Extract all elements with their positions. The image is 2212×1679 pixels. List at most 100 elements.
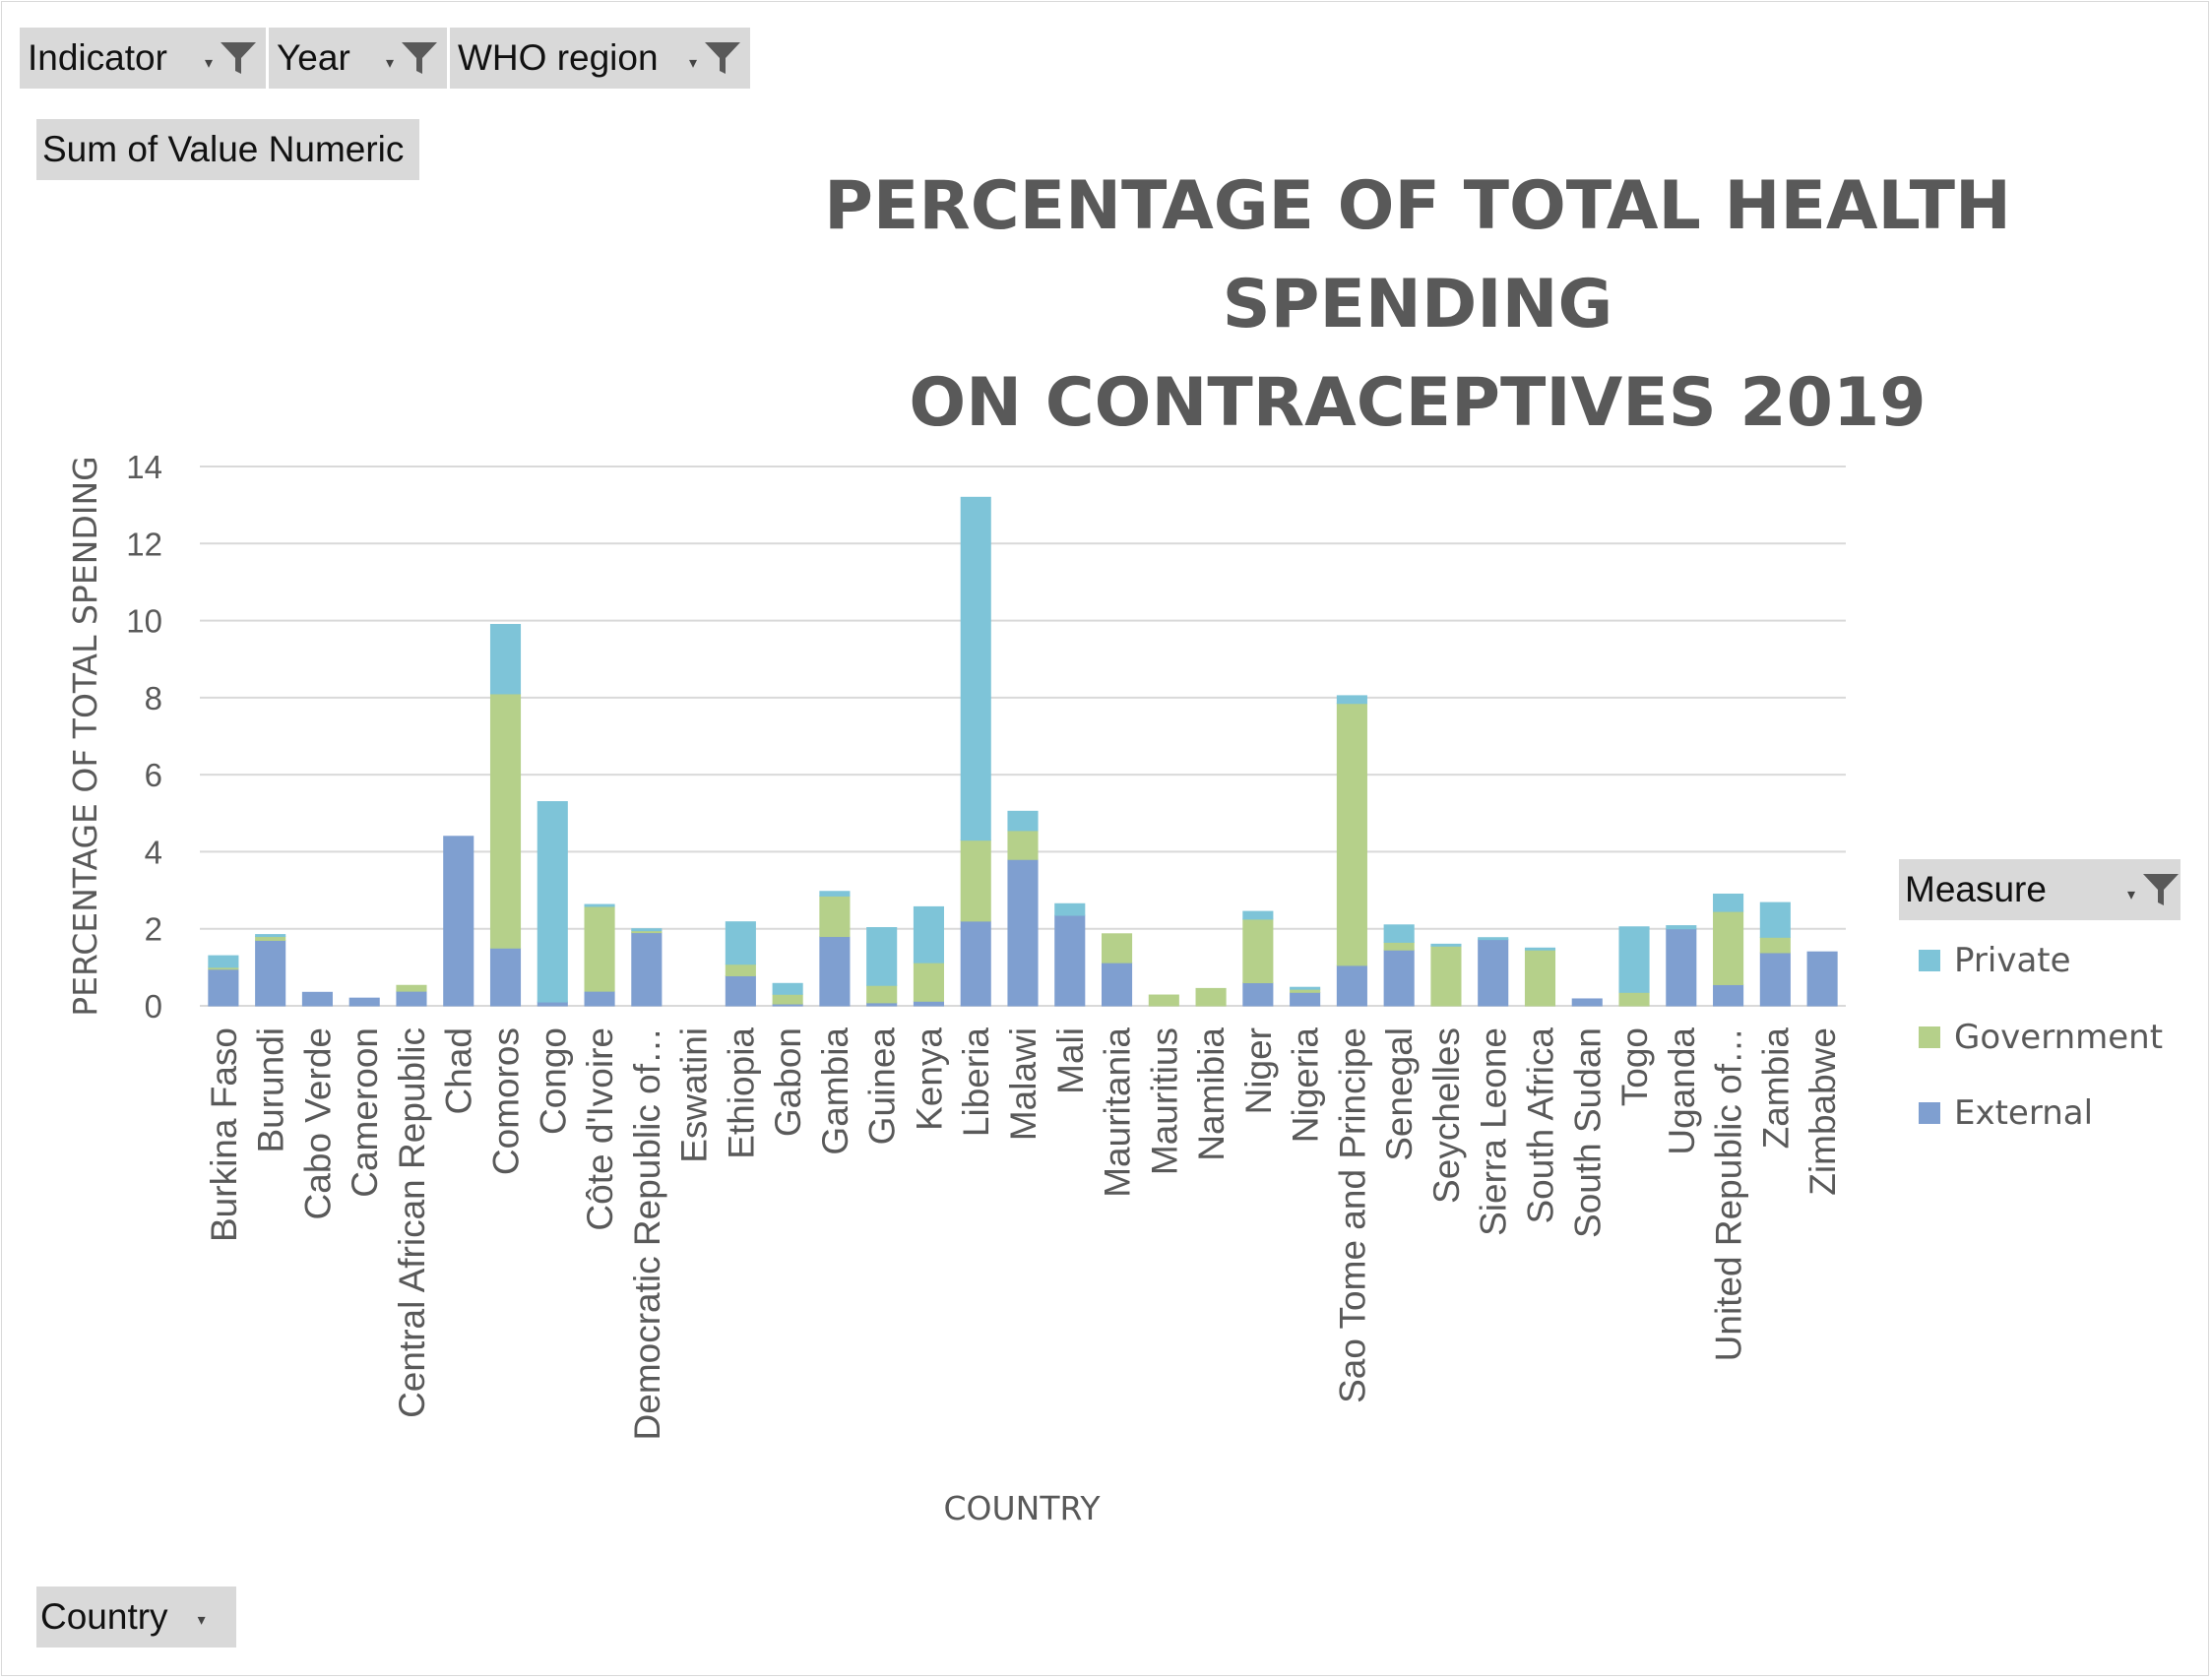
x-tick-label: Ethiopia — [721, 1027, 761, 1159]
legend-label: Government — [1954, 1018, 2164, 1057]
x-tick-label: Nigeria — [1286, 1027, 1326, 1144]
bar-segment — [1713, 893, 1744, 912]
bar-segment — [1759, 936, 1791, 954]
bar-segment — [1759, 952, 1791, 1007]
bar-segment — [1007, 830, 1039, 860]
bar-segment — [631, 928, 663, 932]
bar-segment — [1336, 964, 1367, 1007]
bar-segment — [772, 982, 803, 995]
who-region-filter-button[interactable]: WHO region ▾ — [450, 28, 750, 89]
legend-item-private: Private — [1919, 941, 2071, 980]
bar-segment — [866, 984, 898, 1004]
x-tick-label: Liberia — [956, 1027, 996, 1137]
who-region-filter-label: WHO region — [458, 37, 659, 78]
bar-segment — [1007, 810, 1039, 832]
x-tick-label: Kenya — [909, 1027, 949, 1131]
filter-icon — [402, 42, 437, 74]
bar-segment — [725, 974, 756, 1007]
bar-segment — [1242, 982, 1274, 1007]
legend-item-government: Government — [1919, 1018, 2163, 1057]
bar-segment — [960, 840, 991, 922]
bar-segment — [208, 955, 239, 968]
bar-segment — [913, 905, 945, 964]
legend-swatch — [1919, 950, 1940, 971]
bar-segment — [1290, 986, 1321, 990]
bar-segment — [1383, 949, 1415, 1007]
x-tick-label: Niger — [1238, 1027, 1279, 1114]
chart-title-line: ON CONTRACEPTIVES 2019 — [909, 364, 1927, 442]
x-tick-label: Sierra Leone — [1474, 1027, 1514, 1236]
bar-segment — [1666, 928, 1697, 1007]
bar-segment — [1054, 914, 1086, 1007]
x-tick-label: Chad — [439, 1027, 479, 1114]
bar-segment — [1242, 910, 1274, 920]
bar-segment — [960, 920, 991, 1007]
bar-segment — [1054, 902, 1086, 916]
chart-title: PERCENTAGE OF TOTAL HEALTH SPENDING ON C… — [630, 157, 2205, 453]
x-tick-label: Mauritius — [1144, 1027, 1184, 1175]
x-tick-label: Seychelles — [1426, 1027, 1467, 1204]
bar-segment — [489, 693, 522, 949]
chevron-down-icon: ▾ — [2126, 887, 2135, 903]
x-tick-label: Zambia — [1755, 1027, 1796, 1150]
bar-segment — [1478, 939, 1509, 1007]
bar-segment — [537, 1001, 568, 1007]
bar-segment — [348, 997, 380, 1007]
legend-label: Private — [1954, 941, 2071, 980]
bar-segment — [1759, 902, 1791, 938]
bar-segment — [1383, 924, 1415, 943]
year-filter-button[interactable]: Year ▾ — [269, 28, 447, 89]
country-field-button[interactable]: Country ▾ — [36, 1586, 236, 1648]
indicator-filter-label: Indicator — [28, 37, 167, 78]
bar-segment — [489, 947, 522, 1007]
y-axis-title: PERCENTAGE OF TOTAL SPENDING — [66, 456, 104, 1017]
chevron-down-icon: ▾ — [197, 1612, 206, 1629]
x-tick-label: Côte d'Ivoire — [580, 1027, 620, 1231]
x-tick-label: Cameroon — [345, 1027, 385, 1198]
bar-segment — [1713, 910, 1744, 985]
report-filter-bar: Indicator ▾ Year ▾ WHO region ▾ — [20, 28, 750, 89]
bar-segment — [489, 623, 522, 695]
bar-segment — [255, 939, 286, 1007]
y-tick-label: 6 — [145, 757, 162, 793]
x-tick-label: Central African Republic — [392, 1027, 432, 1418]
values-field-button[interactable]: Sum of Value Numeric — [36, 119, 419, 180]
bar-segment — [301, 991, 333, 1007]
bar-segment — [255, 936, 286, 941]
x-tick-label: South Sudan — [1567, 1027, 1608, 1238]
bar-segment — [1666, 925, 1697, 930]
x-tick-label: Burkina Faso — [204, 1027, 244, 1242]
bar-segment — [584, 905, 615, 992]
bar-segment — [1195, 987, 1227, 1007]
x-tick-label: Sao Tome and Principe — [1332, 1027, 1372, 1403]
chevron-down-icon: ▾ — [385, 55, 394, 72]
values-field-label: Sum of Value Numeric — [42, 129, 405, 169]
x-tick-label: Uganda — [1662, 1027, 1702, 1155]
bar-segment — [1101, 933, 1133, 964]
x-tick-label: Namibia — [1191, 1027, 1232, 1161]
x-axis-title: COUNTRY — [944, 1489, 1102, 1527]
filter-icon — [705, 42, 740, 74]
y-tick-label: 8 — [145, 680, 162, 716]
bar-segment — [1430, 943, 1462, 947]
y-tick-label: 14 — [126, 449, 162, 485]
bar-segment — [913, 1000, 945, 1007]
bar-segment — [1383, 941, 1415, 951]
bar-segment — [1007, 858, 1039, 1007]
measure-filter-button[interactable]: Measure ▾ — [1899, 859, 2180, 920]
indicator-filter-button[interactable]: Indicator ▾ — [20, 28, 266, 89]
filter-icon — [221, 42, 256, 74]
bar-segment — [396, 990, 427, 1007]
bar-segment — [584, 903, 615, 907]
x-tick-label: Comoros — [486, 1027, 527, 1175]
legend-swatch — [1919, 1026, 1940, 1048]
bar-segment — [1478, 937, 1509, 941]
bar-segment — [631, 932, 663, 1007]
bar-segment — [1101, 962, 1133, 1007]
x-tick-label: United Republic of… — [1709, 1027, 1749, 1361]
bar-segment — [1524, 947, 1556, 951]
x-tick-label: Mauritania — [1098, 1027, 1138, 1198]
bar-segment — [443, 836, 474, 1007]
